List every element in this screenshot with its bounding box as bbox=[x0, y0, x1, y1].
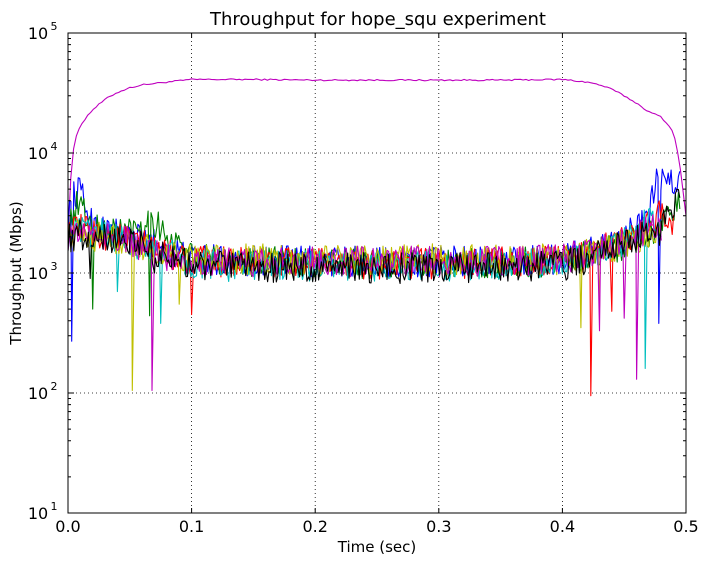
y-tick-base: 10 bbox=[28, 24, 48, 43]
x-axis-label: Time (sec) bbox=[337, 538, 416, 556]
y-tick-base: 10 bbox=[28, 144, 48, 163]
y-tick-exponent: 1 bbox=[51, 500, 58, 513]
y-tick-label: 10 2 bbox=[28, 380, 58, 403]
x-tick-label: 0.1 bbox=[179, 517, 204, 536]
y-tick-label: 10 3 bbox=[28, 260, 58, 283]
series-line-6 bbox=[68, 214, 662, 392]
y-tick-exponent: 4 bbox=[51, 140, 58, 153]
y-tick-label: 10 1 bbox=[28, 500, 58, 523]
x-axis-ticks: 0.0 0.1 0.2 0.3 0.4 0.5 bbox=[55, 33, 699, 536]
y-tick-base: 10 bbox=[28, 384, 48, 403]
series-line-7 bbox=[68, 188, 681, 285]
y-tick-base: 10 bbox=[28, 504, 48, 523]
x-tick-label: 0.0 bbox=[55, 517, 80, 536]
x-tick-label: 0.4 bbox=[550, 517, 575, 536]
x-tick-label: 0.2 bbox=[302, 517, 327, 536]
x-tick-label: 0.5 bbox=[673, 517, 698, 536]
y-tick-exponent: 5 bbox=[51, 20, 58, 33]
series-line-0 bbox=[68, 78, 686, 238]
y-axis-label: Throughput (Mbps) bbox=[7, 201, 25, 345]
y-tick-exponent: 3 bbox=[51, 260, 58, 273]
chart-title: Throughput for hope_squ experiment bbox=[209, 9, 546, 30]
y-tick-base: 10 bbox=[28, 264, 48, 283]
series-line-4 bbox=[68, 207, 662, 370]
series-group bbox=[68, 78, 686, 397]
x-tick-label: 0.3 bbox=[426, 517, 451, 536]
y-tick-exponent: 2 bbox=[51, 380, 58, 393]
y-tick-label: 10 4 bbox=[28, 140, 58, 163]
y-tick-label: 10 5 bbox=[28, 20, 58, 43]
